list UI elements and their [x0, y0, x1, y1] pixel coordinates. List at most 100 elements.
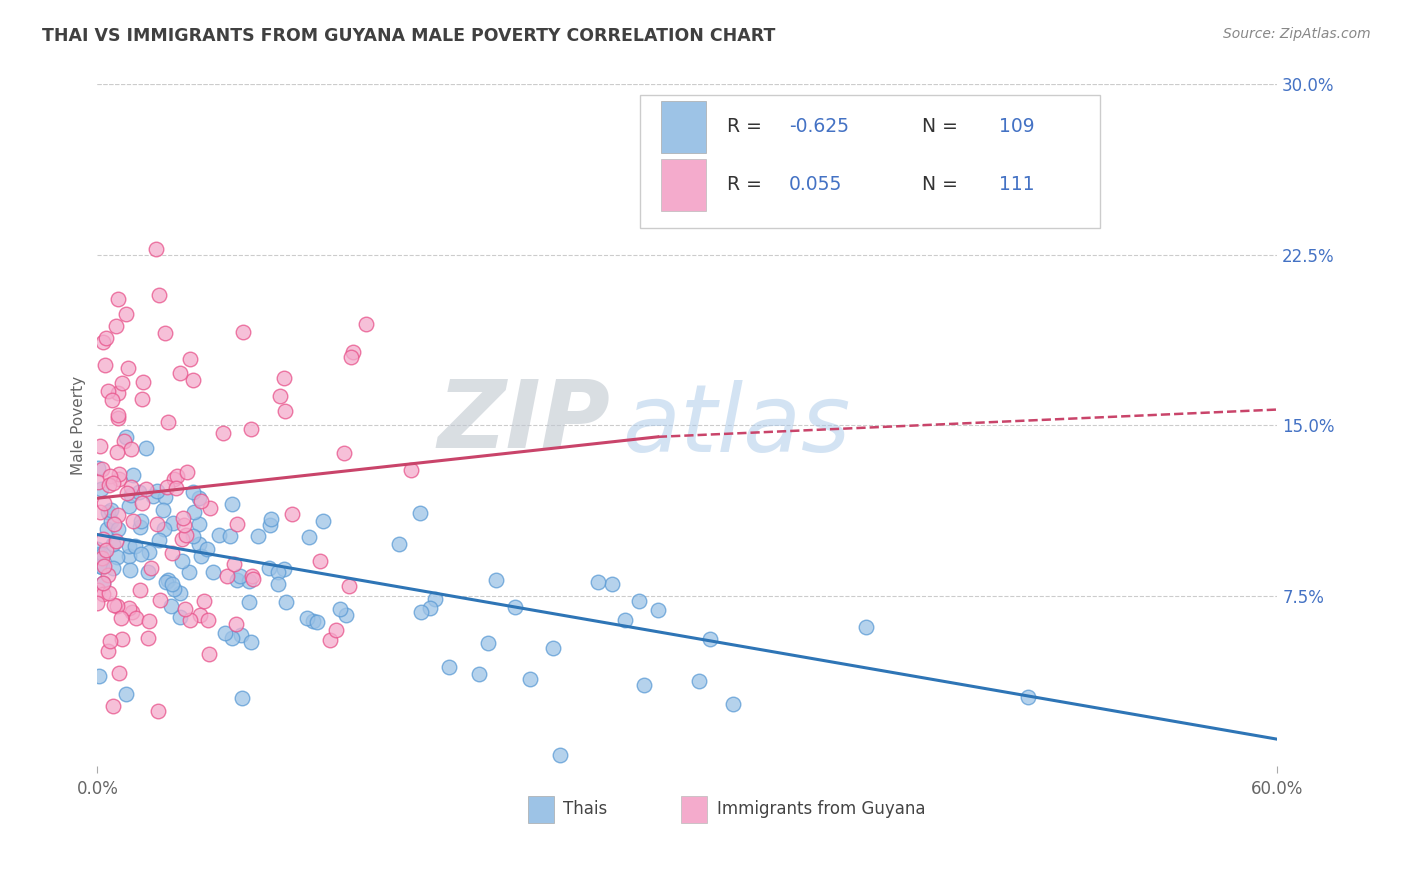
Point [195, 541, 218, 556]
Point [425, 591, 447, 606]
Point [118, 540, 141, 554]
Point [274, 404, 297, 418]
Point [242, 572, 264, 586]
Point [193, 594, 215, 608]
Point [136, 631, 159, 645]
Point [409, 506, 432, 520]
Point [388, 537, 411, 551]
Point [1017, 690, 1039, 704]
Point [129, 514, 152, 528]
Point [103, 516, 125, 531]
Point [267, 576, 290, 591]
Text: -0.625: -0.625 [789, 117, 849, 136]
Point [132, 376, 155, 390]
Point [238, 574, 260, 588]
Point [160, 576, 183, 591]
Point [295, 611, 318, 625]
Point [211, 425, 233, 440]
Text: THAI VS IMMIGRANTS FROM GUYANA MALE POVERTY CORRELATION CHART: THAI VS IMMIGRANTS FROM GUYANA MALE POVE… [42, 27, 776, 45]
Point [198, 500, 221, 515]
Text: 111: 111 [998, 175, 1035, 194]
Point [217, 569, 239, 583]
FancyBboxPatch shape [640, 95, 1101, 227]
Text: Source: ZipAtlas.com: Source: ZipAtlas.com [1223, 27, 1371, 41]
FancyBboxPatch shape [529, 796, 554, 823]
Point [274, 595, 297, 609]
Point [121, 488, 143, 502]
Point [231, 690, 253, 705]
Point [118, 499, 141, 513]
Point [91, 575, 114, 590]
Point [86, 596, 108, 610]
Point [174, 528, 197, 542]
Point [146, 484, 169, 499]
Point [340, 350, 363, 364]
Point [93, 495, 115, 509]
Point [721, 697, 744, 711]
Point [218, 528, 240, 542]
Point [135, 441, 157, 455]
Point [98, 469, 121, 483]
Point [129, 520, 152, 534]
Point [229, 568, 252, 582]
Point [91, 560, 114, 574]
Point [148, 288, 170, 302]
Point [94, 543, 117, 558]
Text: ZIP: ZIP [437, 376, 610, 468]
Point [107, 409, 129, 423]
FancyBboxPatch shape [682, 796, 707, 823]
Point [100, 503, 122, 517]
Point [198, 647, 221, 661]
Point [163, 582, 186, 597]
Point [107, 508, 129, 522]
Point [188, 491, 211, 506]
Point [633, 678, 655, 692]
Point [105, 599, 128, 614]
Point [115, 430, 138, 444]
Point [103, 537, 125, 551]
Point [103, 561, 125, 575]
Point [181, 528, 204, 542]
Point [122, 514, 145, 528]
Point [273, 370, 295, 384]
Point [103, 699, 125, 714]
Text: Immigrants from Guyana: Immigrants from Guyana [717, 800, 925, 819]
Point [173, 602, 195, 616]
Point [89, 547, 111, 561]
Point [226, 516, 249, 531]
Text: R =: R = [727, 117, 768, 136]
Point [172, 532, 194, 546]
Point [688, 673, 710, 688]
Point [97, 643, 120, 657]
FancyBboxPatch shape [661, 102, 706, 153]
Point [136, 565, 159, 579]
Point [112, 434, 135, 449]
Point [152, 522, 174, 536]
Point [105, 533, 128, 548]
Point [110, 632, 132, 646]
Point [163, 472, 186, 486]
Point [188, 608, 211, 623]
Point [201, 565, 224, 579]
Point [302, 615, 325, 629]
Point [339, 579, 361, 593]
Point [269, 389, 291, 403]
Point [305, 615, 328, 630]
Point [156, 480, 179, 494]
Point [221, 632, 243, 646]
Point [169, 609, 191, 624]
Point [165, 481, 187, 495]
Point [103, 598, 125, 612]
Point [97, 505, 120, 519]
Point [586, 575, 609, 590]
Point [155, 575, 177, 590]
Point [647, 603, 669, 617]
Point [115, 486, 138, 500]
Point [96, 522, 118, 536]
Point [238, 595, 260, 609]
Point [260, 512, 283, 526]
Point [298, 530, 321, 544]
Point [91, 547, 114, 561]
Point [107, 292, 129, 306]
Point [129, 583, 152, 598]
